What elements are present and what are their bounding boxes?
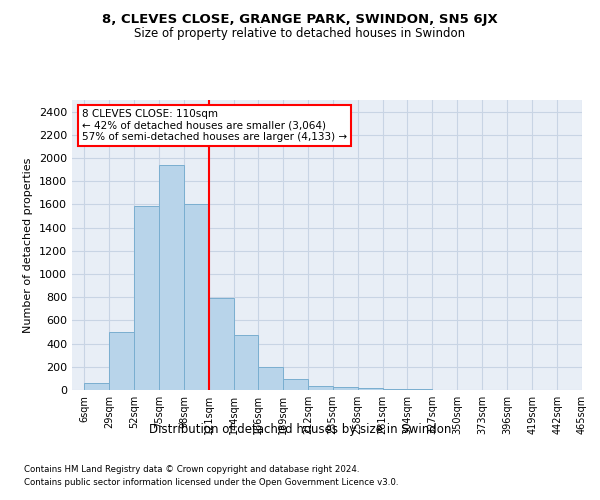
Text: Contains public sector information licensed under the Open Government Licence v3: Contains public sector information licen… xyxy=(24,478,398,487)
Bar xyxy=(184,204,209,390)
Bar xyxy=(258,368,283,390)
Bar xyxy=(209,298,234,390)
Text: Distribution of detached houses by size in Swindon: Distribution of detached houses by size … xyxy=(149,422,451,436)
Y-axis label: Number of detached properties: Number of detached properties xyxy=(23,158,34,332)
Text: Size of property relative to detached houses in Swindon: Size of property relative to detached ho… xyxy=(134,28,466,40)
Text: 8 CLEVES CLOSE: 110sqm
← 42% of detached houses are smaller (3,064)
57% of semi-: 8 CLEVES CLOSE: 110sqm ← 42% of detached… xyxy=(82,108,347,142)
Bar xyxy=(308,386,332,390)
Bar xyxy=(159,165,184,390)
Bar xyxy=(85,383,109,390)
Text: 8, CLEVES CLOSE, GRANGE PARK, SWINDON, SN5 6JX: 8, CLEVES CLOSE, GRANGE PARK, SWINDON, S… xyxy=(102,12,498,26)
Bar xyxy=(134,206,159,390)
Bar xyxy=(283,379,308,390)
Text: Contains HM Land Registry data © Crown copyright and database right 2024.: Contains HM Land Registry data © Crown c… xyxy=(24,466,359,474)
Bar xyxy=(383,389,407,390)
Bar xyxy=(234,336,258,390)
Bar xyxy=(332,387,358,390)
Bar xyxy=(358,388,383,390)
Bar xyxy=(109,332,134,390)
